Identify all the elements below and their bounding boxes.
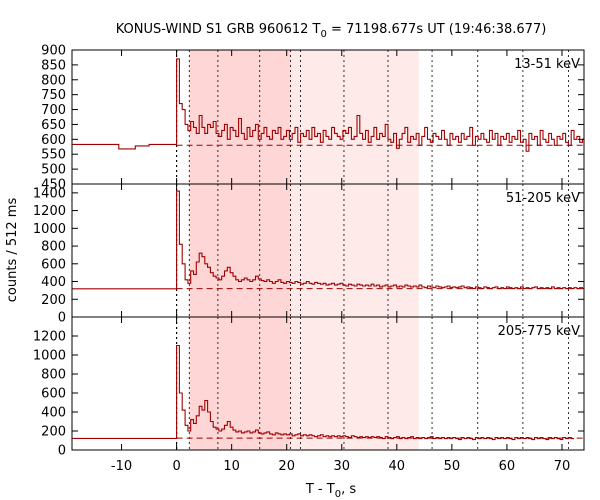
- y-tick-label: 400: [41, 275, 66, 290]
- y-tick-label: 800: [41, 73, 66, 88]
- x-tick-label: -10: [111, 459, 132, 474]
- x-tick-label: 30: [333, 459, 350, 474]
- light-curve-series: [72, 344, 574, 441]
- x-tick-label: 50: [444, 459, 461, 474]
- y-tick-label: 0: [58, 311, 66, 326]
- x-tick-label: 70: [554, 459, 571, 474]
- shaded-region-1: [189, 317, 291, 450]
- y-tick-label: 650: [41, 118, 66, 133]
- panel-2: 0 200 400 600 800 1000 1200 1400 51-205 keV: [33, 183, 585, 326]
- shaded-region-2: [290, 184, 419, 317]
- chart-title: KONUS-WIND S1 GRB 960612 T0 = 71198.677s…: [116, 22, 547, 40]
- x-tick-label: 0: [172, 459, 180, 474]
- x-tick-label: 20: [278, 459, 295, 474]
- energy-band-label: 205-775 keV: [498, 324, 581, 339]
- y-tick-label: 1200: [33, 330, 66, 345]
- y-tick-label: 0: [58, 444, 66, 459]
- energy-band-label: 51-205 keV: [506, 191, 580, 206]
- x-axis-label: T - T0, s: [305, 482, 356, 500]
- y-tick-label: 800: [41, 368, 66, 383]
- y-tick-label: 700: [41, 103, 66, 118]
- y-tick-label: 450: [41, 178, 66, 193]
- y-tick-label: 1400: [33, 186, 66, 201]
- panel-3: 0 200 400 600 800 1000 1200 205-775 keV: [33, 316, 585, 459]
- light-curve-series: [72, 58, 584, 152]
- y-tick-label: 900: [41, 44, 66, 59]
- y-tick-label: 1000: [33, 349, 66, 364]
- y-tick-label: 1200: [33, 204, 66, 219]
- y-tick-label: 500: [41, 163, 66, 178]
- x-tick-label: 60: [499, 459, 516, 474]
- x-tick-label: 10: [223, 459, 240, 474]
- y-tick-label: 600: [41, 257, 66, 272]
- y-axis-label: counts / 512 ms: [5, 198, 20, 303]
- light-curve-series: [72, 190, 584, 290]
- y-tick-label: 850: [41, 58, 66, 73]
- y-tick-label: 200: [41, 293, 66, 308]
- x-tick-label: 40: [389, 459, 406, 474]
- y-tick-label: 600: [41, 133, 66, 148]
- y-tick-label: 400: [41, 406, 66, 421]
- y-tick-label: 1000: [33, 222, 66, 237]
- energy-band-label: 13-51 keV: [514, 57, 580, 72]
- shaded-region-1: [189, 50, 291, 184]
- y-tick-label: 550: [41, 148, 66, 163]
- shaded-region-2: [290, 317, 419, 450]
- y-tick-label: 600: [41, 387, 66, 402]
- y-tick-label: 800: [41, 240, 66, 255]
- y-tick-label: 200: [41, 425, 66, 440]
- shaded-region-1: [189, 184, 291, 317]
- shaded-region-2: [290, 50, 419, 184]
- y-tick-label: 750: [41, 88, 66, 103]
- panel-frame: [71, 316, 585, 451]
